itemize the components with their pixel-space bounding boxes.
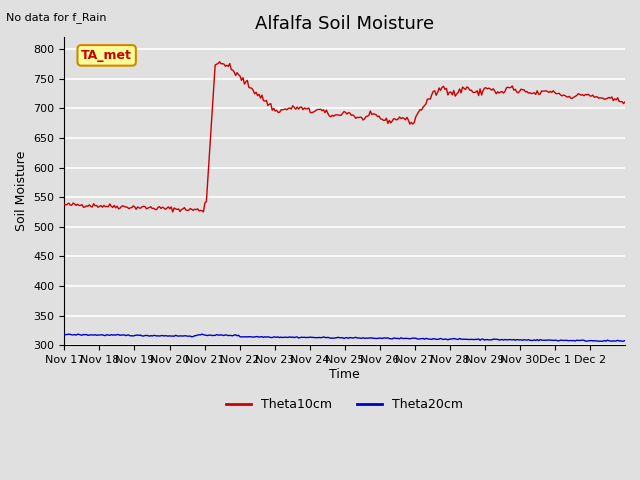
- Legend: Theta10cm, Theta20cm: Theta10cm, Theta20cm: [221, 393, 468, 416]
- Y-axis label: Soil Moisture: Soil Moisture: [15, 151, 28, 231]
- Title: Alfalfa Soil Moisture: Alfalfa Soil Moisture: [255, 15, 435, 33]
- Text: No data for f_Rain: No data for f_Rain: [6, 12, 107, 23]
- X-axis label: Time: Time: [330, 368, 360, 381]
- Text: TA_met: TA_met: [81, 49, 132, 62]
